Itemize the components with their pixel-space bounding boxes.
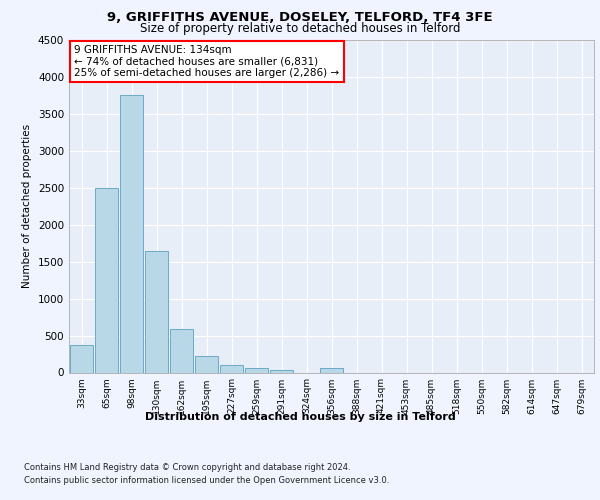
Bar — [145, 252, 168, 372]
Text: Distribution of detached houses by size in Telford: Distribution of detached houses by size … — [145, 412, 455, 422]
Bar — [270, 370, 293, 372]
Bar — [170, 329, 193, 372]
Text: 9, GRIFFITHS AVENUE, DOSELEY, TELFORD, TF4 3FE: 9, GRIFFITHS AVENUE, DOSELEY, TELFORD, T… — [107, 11, 493, 24]
Text: Contains public sector information licensed under the Open Government Licence v3: Contains public sector information licen… — [24, 476, 389, 485]
Bar — [320, 368, 343, 372]
Bar — [95, 188, 118, 372]
Bar — [195, 356, 218, 372]
Bar — [70, 345, 93, 372]
Bar — [245, 368, 268, 372]
Text: Contains HM Land Registry data © Crown copyright and database right 2024.: Contains HM Land Registry data © Crown c… — [24, 462, 350, 471]
Y-axis label: Number of detached properties: Number of detached properties — [22, 124, 32, 288]
Text: Size of property relative to detached houses in Telford: Size of property relative to detached ho… — [140, 22, 460, 35]
Bar — [120, 96, 143, 372]
Text: 9 GRIFFITHS AVENUE: 134sqm
← 74% of detached houses are smaller (6,831)
25% of s: 9 GRIFFITHS AVENUE: 134sqm ← 74% of deta… — [74, 45, 340, 78]
Bar — [220, 365, 243, 372]
